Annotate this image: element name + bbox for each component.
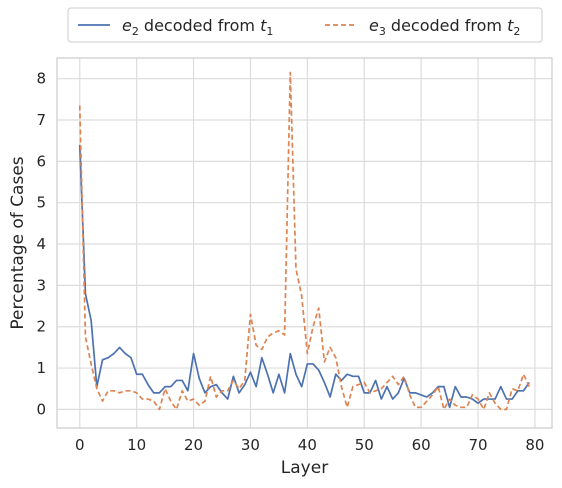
y-tick-label: 0 [36, 400, 46, 418]
series-layer [78, 71, 531, 411]
x-tick-label: 10 [127, 436, 146, 454]
x-tick-label: 0 [75, 436, 85, 454]
x-tick-label: 80 [525, 436, 544, 454]
y-tick-label: 7 [36, 111, 46, 129]
x-tick-label: 50 [355, 436, 374, 454]
series-line-2 [78, 71, 531, 411]
y-tick-label: 8 [36, 70, 46, 88]
series-line-1 [78, 144, 530, 409]
grid-lines [57, 58, 552, 428]
x-tick-label: 70 [468, 436, 487, 454]
x-tick-label: 40 [298, 436, 317, 454]
x-axis-label: Layer [281, 458, 328, 478]
x-tick-label: 60 [412, 436, 431, 454]
legend-box [67, 7, 543, 43]
plot-frame [56, 57, 553, 429]
y-tick-label: 6 [36, 152, 46, 170]
legend-label-1: e2 decoded from t1 [122, 16, 273, 38]
legend-label-2: e3 decoded from t2 [369, 16, 520, 38]
legend: e2 decoded from t1 e3 decoded from t2 [67, 7, 543, 43]
y-tick-label: 4 [36, 235, 46, 253]
y-tick-label: 2 [36, 318, 46, 336]
y-axis-label: Percentage of Cases [8, 156, 28, 329]
y-tick-label: 5 [36, 194, 46, 212]
y-tick-label: 3 [36, 276, 46, 294]
y-tick-labels: 0 1 2 3 4 5 6 7 8 [36, 70, 46, 419]
x-tick-labels: 0 10 20 30 40 50 60 70 80 [75, 436, 544, 454]
y-tick-label: 1 [36, 359, 46, 377]
x-tick-label: 30 [241, 436, 260, 454]
x-tick-label: 20 [184, 436, 203, 454]
